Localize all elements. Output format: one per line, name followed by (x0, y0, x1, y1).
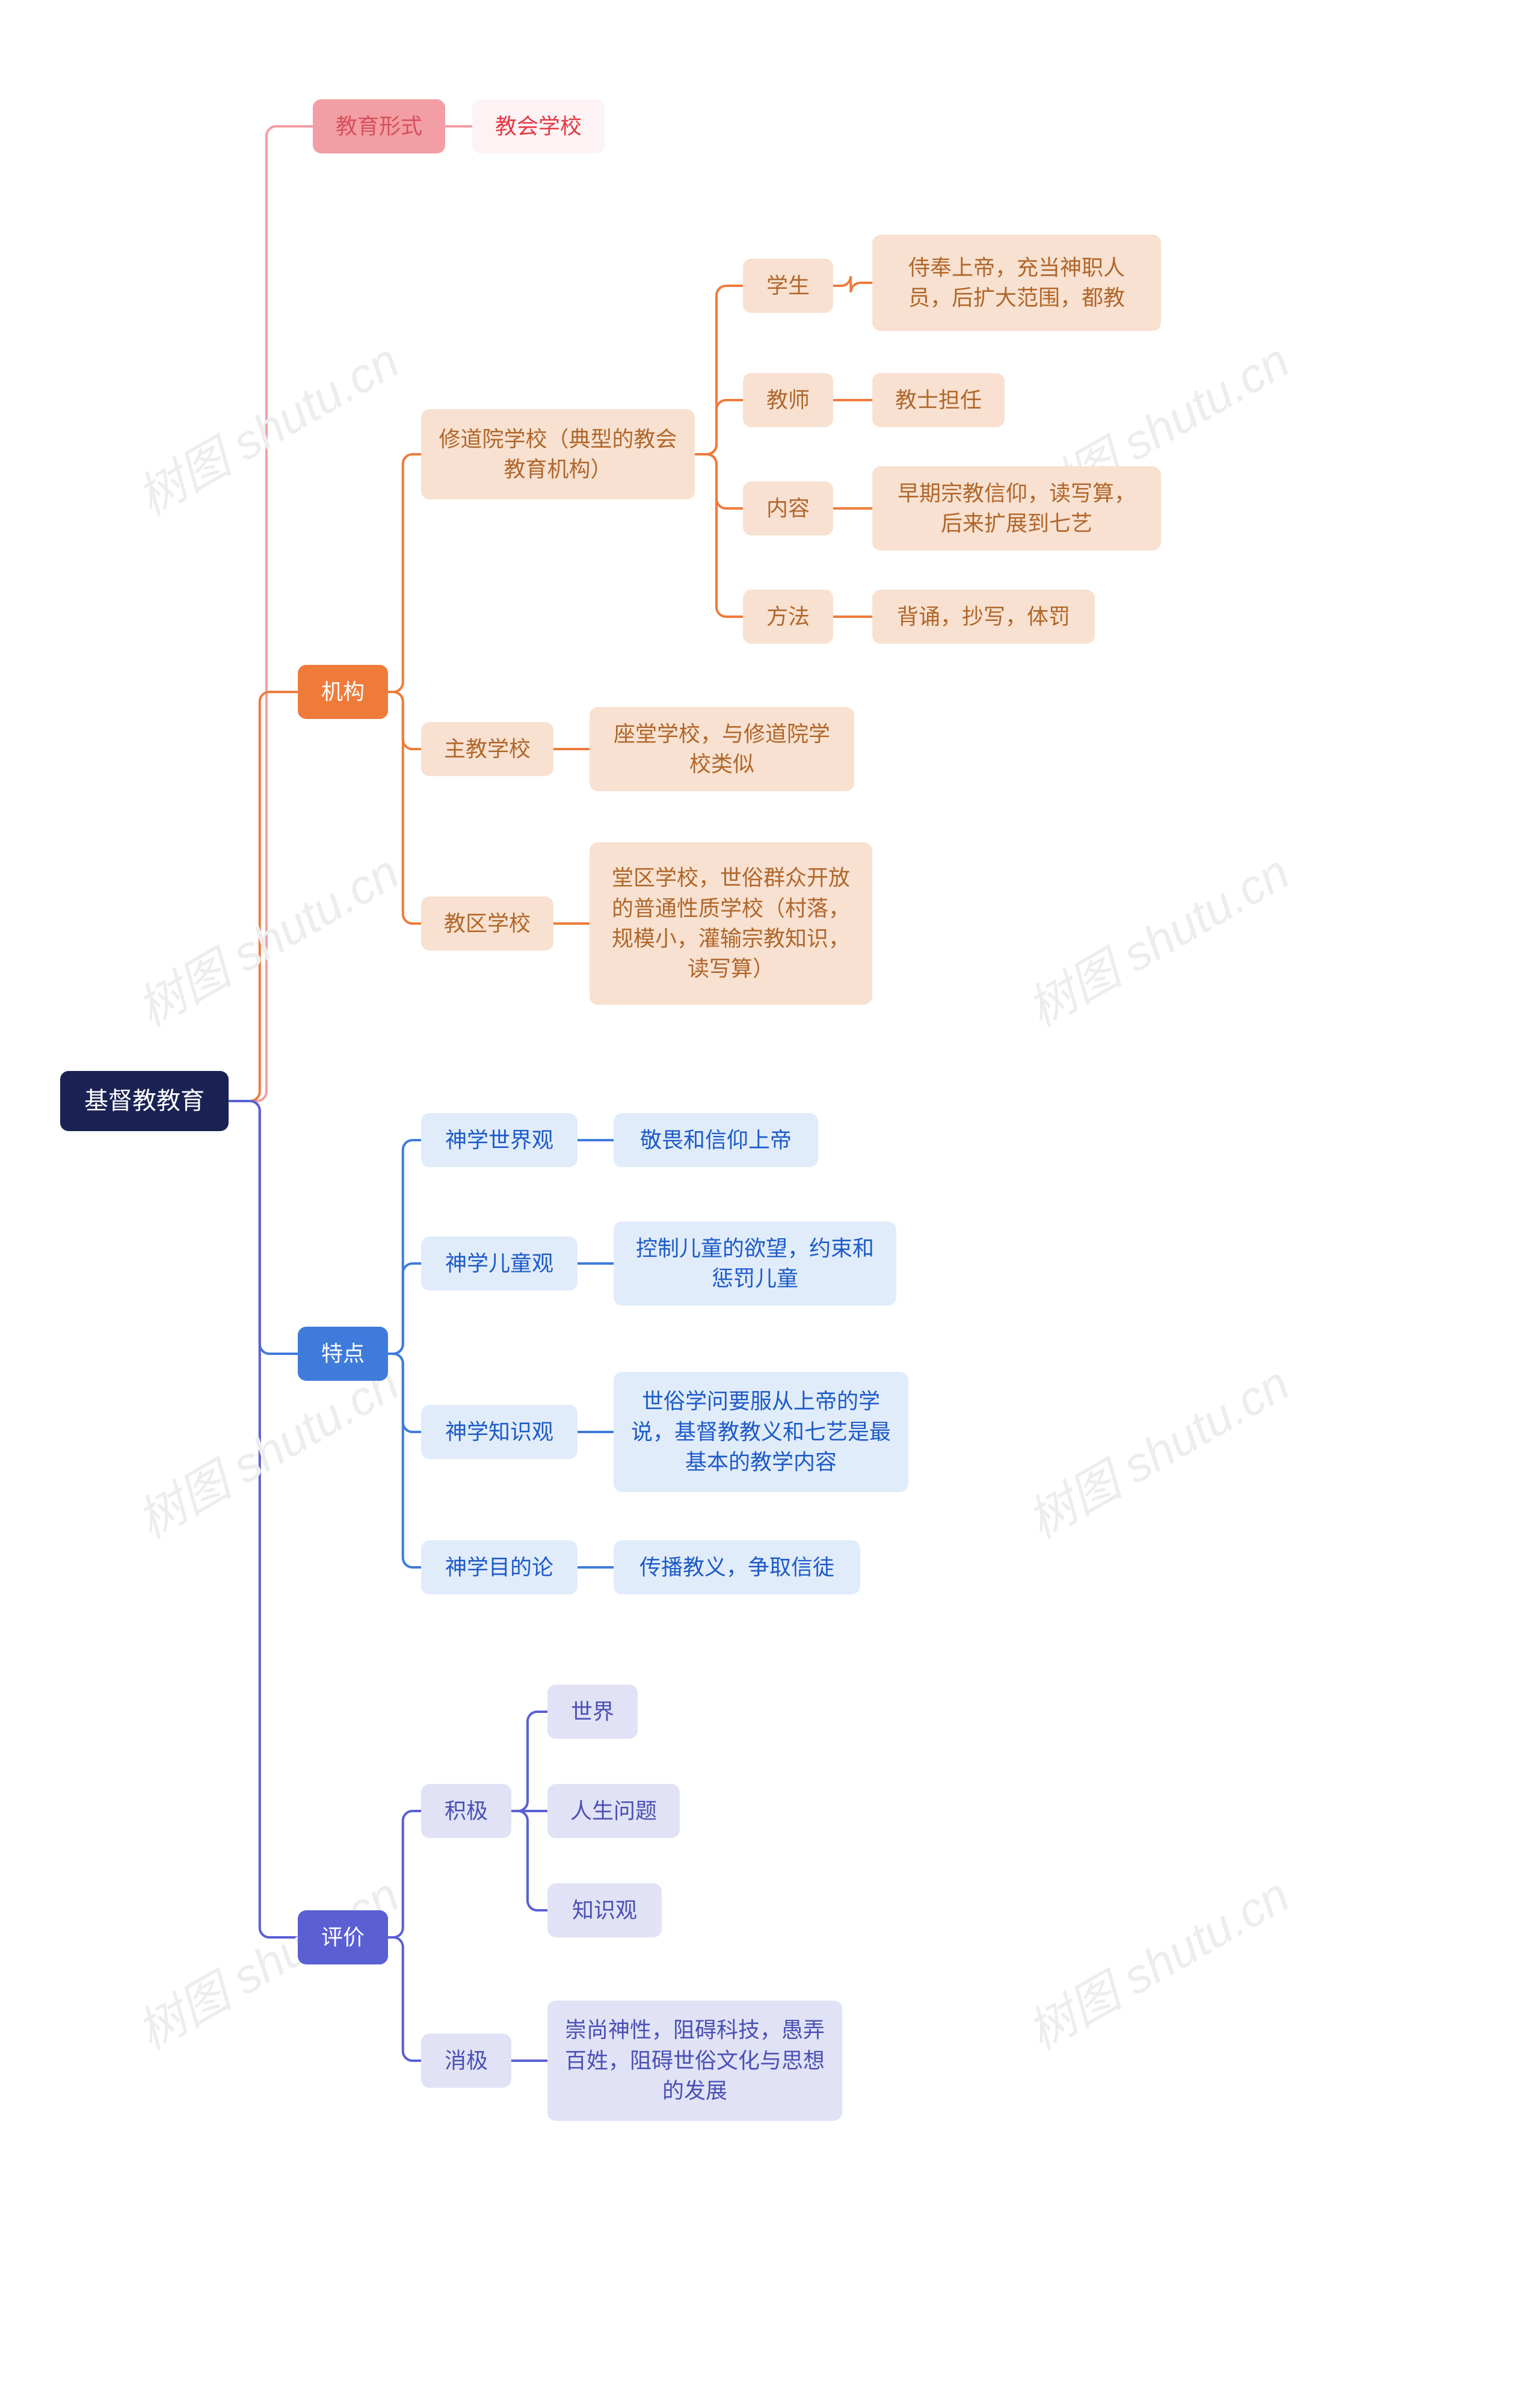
node-b4a: 积极 (421, 1784, 511, 1838)
connector (388, 1811, 421, 1937)
connector (388, 1354, 421, 1432)
connector (388, 1354, 421, 1567)
node-b4a1: 世界 (547, 1685, 638, 1739)
node-b1: 教育形式 (313, 99, 445, 153)
watermark: 树图 shutu.cn (1012, 835, 1300, 1041)
node-b3b: 神学儿童观 (421, 1236, 578, 1291)
node-b2b1: 座堂学校，与修道院学校类似 (590, 707, 854, 791)
node-b2a3: 内容 (743, 481, 833, 535)
node-b4: 评价 (298, 1910, 388, 1964)
node-b3b1: 控制儿童的欲望，约束和惩罚儿童 (614, 1221, 896, 1306)
node-b2a2a: 教士担任 (872, 373, 1005, 427)
connector (511, 1712, 547, 1811)
connector (388, 1937, 421, 2061)
node-b2a4: 方法 (743, 590, 833, 644)
connector (388, 1264, 421, 1354)
connector (833, 276, 872, 292)
node-b3c1: 世俗学问要服从上帝的学说，基督教教义和七艺是最基本的教学内容 (614, 1372, 908, 1492)
node-b3: 特点 (298, 1327, 388, 1381)
connector (695, 454, 743, 617)
node-b2: 机构 (298, 665, 388, 719)
node-b2a: 修道院学校（典型的教会教育机构） (421, 409, 695, 499)
node-b4b1: 崇尚神性，阻碍科技，愚弄百姓，阻碍世俗文化与思想的发展 (547, 2001, 842, 2121)
node-b3a1: 敬畏和信仰上帝 (614, 1113, 818, 1167)
node-b4a3: 知识观 (547, 1883, 662, 1937)
mindmap-canvas: 树图 shutu.cn 树图 shutu.cn 树图 shutu.cn 树图 shut… (0, 0, 1540, 2382)
node-b2b: 主教学校 (421, 722, 553, 776)
connector (511, 1811, 547, 1910)
connector (229, 692, 298, 1101)
connector (388, 1140, 421, 1354)
node-b2c1: 堂区学校，世俗群众开放的普通性质学校（村落，规模小，灌输宗教知识，读写算） (590, 842, 872, 1005)
node-b2a4a: 背诵，抄写，体罚 (872, 590, 1095, 644)
node-b2a3a: 早期宗教信仰，读写算，后来扩展到七艺 (872, 466, 1161, 551)
connector (388, 454, 421, 692)
node-b2a2: 教师 (743, 373, 833, 427)
node-b4a2: 人生问题 (547, 1784, 680, 1838)
connector (388, 692, 421, 749)
node-b4b: 消极 (421, 2034, 511, 2088)
node-b2a1a: 侍奉上帝，充当神职人员，后扩大范围，都教 (872, 235, 1161, 331)
node-b3c: 神学知识观 (421, 1405, 578, 1459)
connector (229, 1101, 298, 1937)
watermark: 树图 shutu.cn (1012, 1857, 1300, 2064)
connector (695, 286, 743, 454)
node-b2a1: 学生 (743, 259, 833, 313)
node-b1a: 教会学校 (472, 99, 605, 153)
watermark: 树图 shutu.cn (1012, 1346, 1300, 1552)
node-b3d1: 传播教义，争取信徒 (614, 1540, 860, 1594)
node-b3d: 神学目的论 (421, 1540, 578, 1594)
connector (695, 400, 743, 454)
watermark: 树图 shutu.cn (122, 835, 410, 1041)
connector (388, 692, 421, 924)
node-b2c: 教区学校 (421, 896, 553, 951)
connector (229, 1101, 298, 1354)
connector (695, 454, 743, 508)
connector (229, 126, 313, 1101)
watermark: 树图 shutu.cn (122, 323, 410, 529)
node-root: 基督教教育 (60, 1071, 229, 1131)
node-b3a: 神学世界观 (421, 1113, 578, 1167)
